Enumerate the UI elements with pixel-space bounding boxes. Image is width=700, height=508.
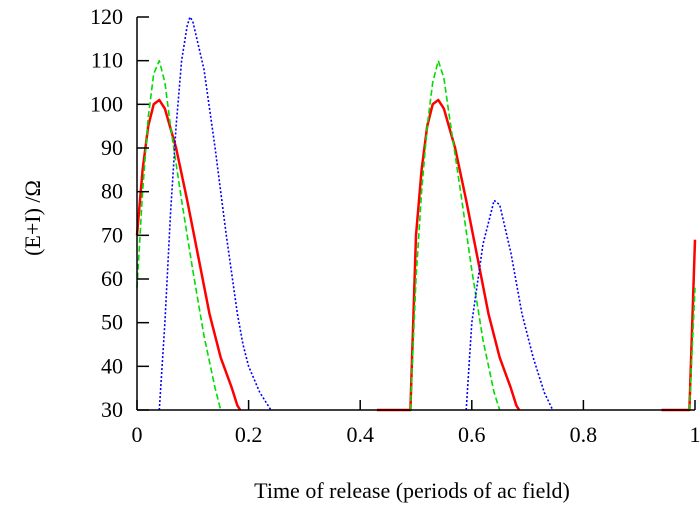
y-tick-label: 120	[90, 4, 123, 29]
series-line	[376, 98, 521, 412]
series-line	[136, 59, 222, 411]
axes-layer: 0 0.2 0.4 0.6 0.8 1 30 40 50 60 70 80 90 100 110 120	[90, 4, 700, 447]
series-line	[465, 199, 554, 411]
series-line	[661, 239, 697, 412]
y-tick-label: 80	[101, 179, 123, 204]
x-tick-label: 0.4	[346, 422, 374, 447]
y-tick-label: 30	[101, 397, 123, 422]
y-tick-label: 90	[101, 135, 123, 160]
y-axis-label: (E+I) /Ω	[20, 180, 45, 256]
x-axis-label: Time of release (periods of ac field)	[254, 478, 570, 503]
series-line	[135, 98, 242, 411]
series-line	[409, 59, 501, 411]
y-tick-label: 100	[90, 91, 123, 116]
x-tick-label: 0.8	[570, 422, 598, 447]
series-line	[158, 16, 272, 411]
series-layer	[135, 16, 697, 412]
y-tick-label: 70	[101, 222, 123, 247]
x-tick-label: 0.6	[458, 422, 486, 447]
y-tick-label: 40	[101, 353, 123, 378]
x-tick-label: 0	[132, 422, 143, 447]
y-tick-label: 60	[101, 266, 123, 291]
y-tick-label: 50	[101, 310, 123, 335]
x-tick-label: 1	[690, 422, 700, 447]
x-tick-label: 0.2	[235, 422, 263, 447]
series-line	[688, 287, 696, 411]
y-tick-label: 110	[91, 48, 123, 73]
